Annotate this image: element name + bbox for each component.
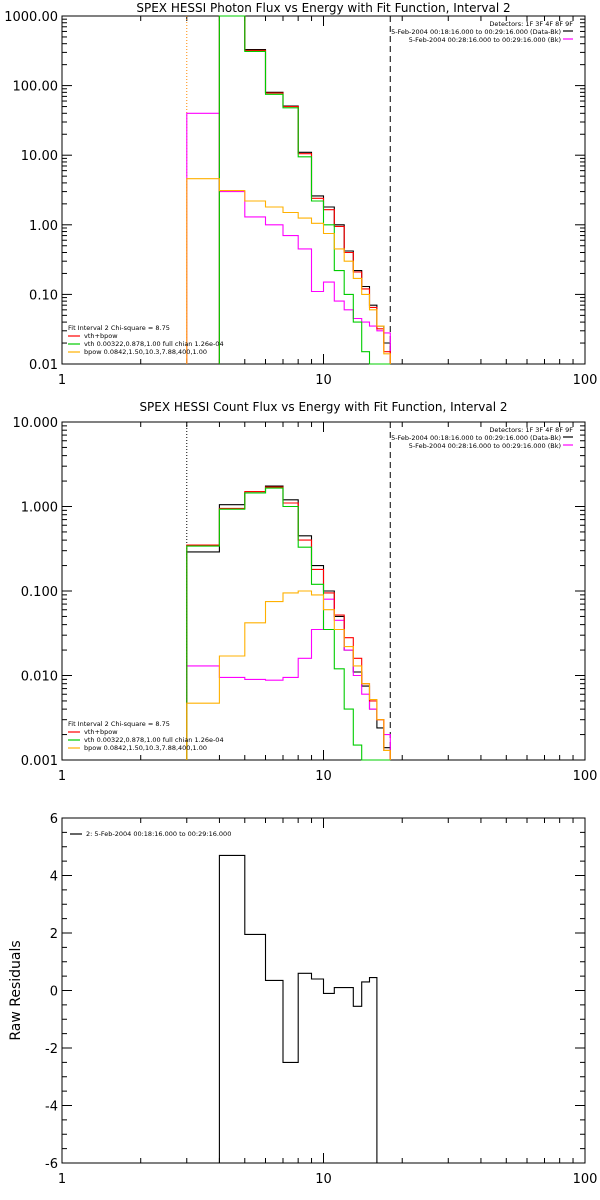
- series-line-5-feb-2004-00-18-16-000-to-00-29-16-000-data-bk-: [218, 15, 391, 364]
- y-tick-label: 0.010: [21, 670, 58, 685]
- legend-entry: bpow 0.0842,1.50,10.3,7.88,400,1.00: [84, 744, 207, 752]
- series-line-bpow: [186, 590, 391, 760]
- header-line: Detectors: 1F 3F 4F 8F 9F: [489, 426, 573, 434]
- chart-panel-1: SPEX HESSI Photon Flux vs Energy with Fi…: [4, 1, 597, 388]
- y-tick-label: 2: [50, 927, 58, 942]
- y-tick-label: 100.00: [13, 80, 59, 95]
- y-tick-label: 10.000: [13, 416, 59, 431]
- x-tick-label: 10: [315, 373, 332, 388]
- y-tick-label: 4: [50, 870, 58, 885]
- y-tick-label: 1.000: [21, 501, 58, 516]
- header-line: 5-Feb-2004 00:18:16.000 to 00:29:16.000 …: [391, 28, 561, 36]
- legend-title: Fit Interval 2 Chi-square = 8.75: [68, 324, 170, 332]
- x-tick-label: 1: [58, 769, 66, 784]
- series-line-bpow: [186, 178, 391, 364]
- x-tick-label: 100: [573, 373, 598, 388]
- header-line: 5-Feb-2004 00:28:16.000 to 00:29:16.000 …: [409, 36, 561, 44]
- y-tick-label: -6: [45, 1157, 58, 1172]
- y-tick-label: 0.001: [21, 754, 58, 769]
- chart-title: SPEX HESSI Photon Flux vs Energy with Fi…: [136, 1, 510, 15]
- y-tick-label: -2: [45, 1042, 58, 1057]
- x-tick-label: 100: [573, 1172, 598, 1187]
- legend-entry: vth 0.00322,0.878,1.00 full chian 1.26e-…: [84, 340, 224, 348]
- y-tick-label: -4: [45, 1100, 58, 1115]
- y-tick-label: 1.00: [29, 219, 58, 234]
- x-tick-label: 10: [315, 769, 332, 784]
- series-line-5-feb-2004-00-18-16-000-to-00-29-16-000-data-bk-: [186, 485, 391, 760]
- series-line-vth-bpow: [186, 486, 391, 760]
- x-tick-label: 1: [58, 373, 66, 388]
- plot-frame: [61, 15, 586, 365]
- series-line-vth-bpow: [218, 15, 391, 364]
- series-line-5-feb-2004-00-28-16-000-to-00-29-16-000-bk-: [186, 112, 391, 364]
- chart-panel-2: SPEX HESSI Count Flux vs Energy with Fit…: [13, 400, 598, 784]
- series-line-5-feb-2004-00-28-16-000-to-00-29-16-000-bk-: [186, 598, 391, 760]
- series-line-vth: [218, 15, 391, 365]
- y-tick-label: 0.100: [21, 585, 58, 600]
- series-line-vth: [186, 487, 391, 761]
- x-tick-label: 10: [315, 1172, 332, 1187]
- legend-entry: bpow 0.0842,1.50,10.3,7.88,400,1.00: [84, 348, 207, 356]
- header-line: Detectors: 1F 3F 4F 8F 9F: [489, 20, 573, 28]
- legend-entry: vth 0.00322,0.878,1.00 full chian 1.26e-…: [84, 736, 224, 744]
- y-tick-label: 0.10: [29, 288, 58, 303]
- x-tick-label: 1: [58, 1172, 66, 1187]
- y-tick-label: 10.00: [21, 149, 58, 164]
- header-line: 5-Feb-2004 00:18:16.000 to 00:29:16.000 …: [391, 434, 561, 442]
- legend-title: Fit Interval 2 Chi-square = 8.75: [68, 720, 170, 728]
- header-line: 5-Feb-2004 00:28:16.000 to 00:29:16.000 …: [409, 442, 561, 450]
- x-tick-label: 100: [573, 769, 598, 784]
- legend-entry: vth+bpow: [84, 728, 118, 736]
- chart-title: SPEX HESSI Count Flux vs Energy with Fit…: [139, 400, 507, 414]
- y-tick-label: 0.01: [29, 358, 58, 373]
- y-axis-label: Raw Residuals: [8, 940, 24, 1040]
- chart-panel-3: 1 10 100 -6 -4 -2 0 2 4 6 Raw Residuals 2: 5-Feb-20…: [8, 812, 597, 1187]
- y-tick-label: 1000.00: [4, 10, 58, 25]
- legend-entry: 2: 5-Feb-2004 00:18:16.000 to 00:29:16.0…: [86, 830, 231, 838]
- legend-entry: vth+bpow: [84, 332, 118, 340]
- y-tick-label: 0: [50, 985, 58, 1000]
- series-line-2-5-feb-2004-00-18-16-000-to-00-29-16-000: [186, 854, 391, 1164]
- y-tick-label: 6: [50, 812, 58, 827]
